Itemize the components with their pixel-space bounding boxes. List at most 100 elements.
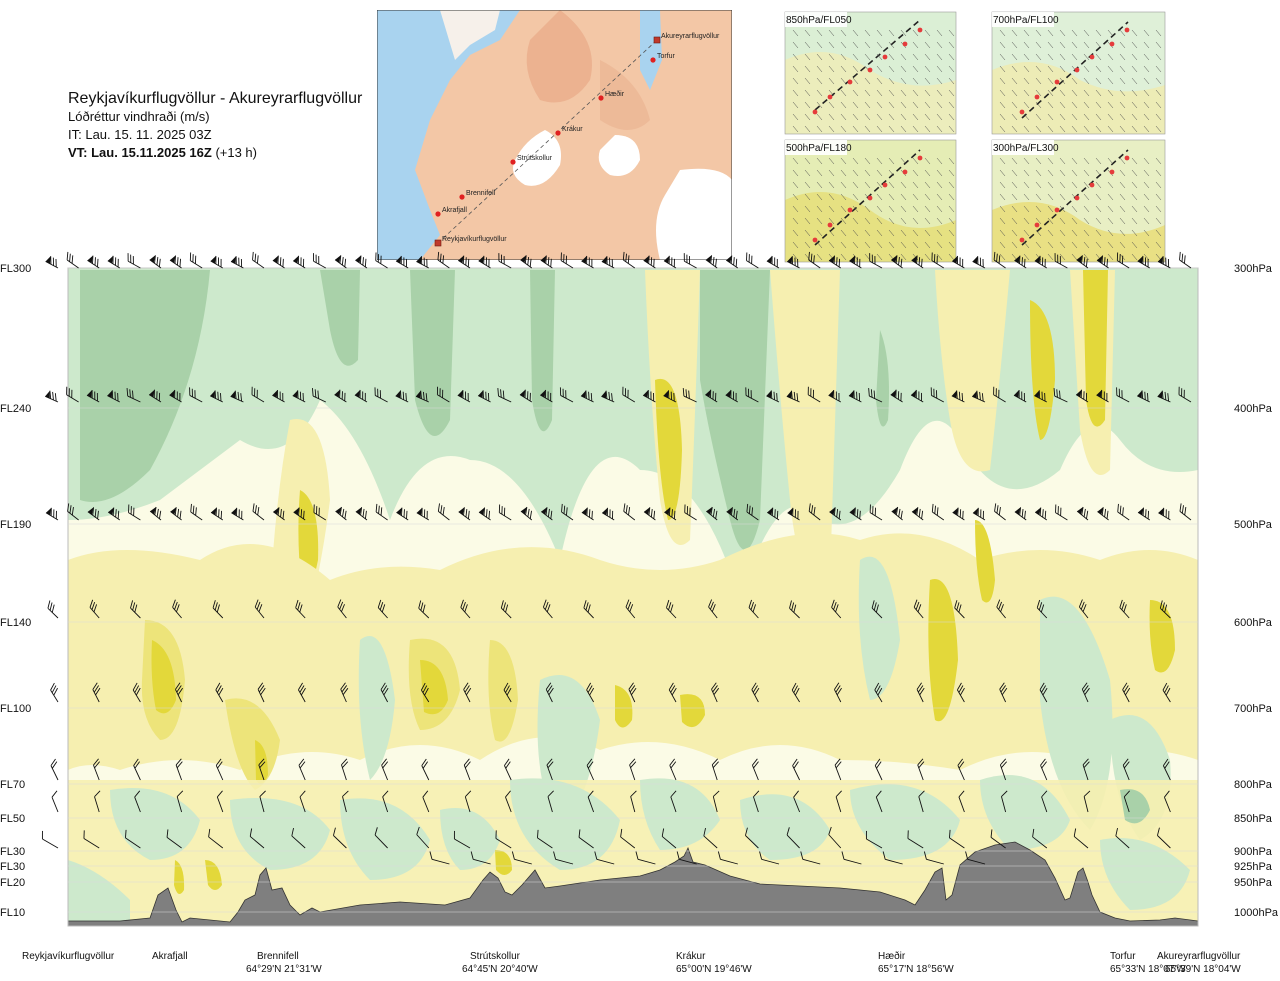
panel-barb: [924, 101, 931, 109]
wind-barb: [841, 851, 862, 865]
wind-barb: [628, 682, 637, 703]
wind-barb: [787, 507, 800, 521]
wind-barb: [341, 758, 349, 781]
wind-barb: [1034, 390, 1048, 403]
wind-barb: [918, 790, 925, 813]
wind-barb: [791, 682, 800, 703]
wind-barb: [86, 390, 100, 403]
panel-barb: [1083, 169, 1090, 177]
waypoint-axis: Reykjavíkurflugvöllur Akrafjall Brennifell…: [22, 950, 1241, 975]
panel-barb: [999, 169, 1006, 177]
panel-barb: [999, 77, 1006, 85]
panel-barb: [948, 113, 955, 121]
panel-barb: [948, 125, 955, 133]
wind-barb: [537, 829, 553, 849]
panel-barb: [876, 241, 883, 249]
waypoint-name: Akureyrarflugvöllur: [1157, 951, 1241, 962]
waypoint-marker: [435, 211, 441, 217]
panel-barb: [804, 113, 811, 121]
wind-barb: [293, 507, 306, 521]
panel-barb: [1083, 125, 1090, 133]
panel-barb: [1155, 65, 1162, 73]
panel-barb: [888, 53, 895, 61]
panel-barb: [900, 53, 907, 61]
wind-barb: [540, 507, 553, 521]
wind-barb: [643, 255, 656, 269]
panel-barb: [888, 169, 895, 177]
wind-barb: [215, 682, 224, 703]
waypoint-name: Brennifell: [257, 951, 299, 962]
wind-barb: [972, 256, 986, 269]
waypoint-name: Akrafjall: [152, 951, 188, 962]
wind-barb: [273, 507, 285, 521]
panel-barb: [948, 193, 955, 201]
panel-barb: [1119, 89, 1126, 97]
panel-route-dot: [847, 79, 853, 85]
panel-barb: [948, 253, 955, 261]
wind-barb: [477, 390, 491, 403]
panel-barb: [864, 29, 871, 37]
wind-barb: [149, 506, 162, 521]
panel-barb: [948, 157, 955, 165]
wind-barb: [66, 386, 79, 403]
wind-barb: [1179, 503, 1192, 521]
panel-barb: [1131, 89, 1138, 97]
panel-barb: [936, 29, 943, 37]
panel-barb: [1155, 29, 1162, 37]
panel-barb: [792, 253, 799, 261]
panel-barb: [876, 29, 883, 37]
panel-overlay: 850hPa/FL050 700hPa/FL100 500hPa/FL180 300h…: [784, 11, 1166, 263]
panel-barb: [804, 157, 811, 165]
panel-label-bg: [785, 140, 847, 155]
waypoint-marker: [555, 130, 561, 136]
chart-subtitle: Lóðréttur vindhraði (m/s): [68, 109, 210, 124]
panel-barb: [1047, 65, 1054, 73]
panel-barb: [864, 169, 871, 177]
panel-barb: [924, 41, 931, 49]
level-panel: 700hPa/FL100: [991, 11, 1166, 135]
panel-barb: [1095, 217, 1102, 225]
panel-barb: [1143, 101, 1150, 109]
wind-barb: [497, 388, 512, 403]
wind-barb: [808, 503, 821, 521]
wind-barb: [292, 255, 306, 269]
panel-barb: [840, 217, 847, 225]
panel-frame: [991, 11, 1166, 135]
flight-level-label: FL20: [0, 877, 25, 889]
map-place-label: Krákur: [562, 126, 583, 133]
panel-barb: [1095, 53, 1102, 61]
wind-barb: [834, 758, 842, 781]
panel-barb: [804, 169, 811, 177]
panel-route-dot: [1054, 79, 1060, 85]
wind-barb: [175, 682, 184, 703]
panel-barb: [936, 193, 943, 201]
panel-barb: [1011, 113, 1018, 121]
panel-barb: [1131, 205, 1138, 213]
wind-barb: [230, 256, 244, 269]
panel-barb: [936, 125, 943, 133]
panel-barb: [1071, 217, 1078, 225]
wind-barb: [333, 827, 347, 849]
wind-barb: [911, 507, 924, 521]
panel-barb: [999, 101, 1006, 109]
wind-barb: [957, 682, 965, 703]
panel-barb: [864, 217, 871, 225]
panel-barb: [1095, 113, 1102, 121]
panel-barb: [840, 53, 847, 61]
panel-route-dot: [812, 109, 818, 115]
wind-barb: [911, 255, 924, 269]
panel-barb: [1119, 241, 1126, 249]
wind-barb: [169, 255, 182, 269]
panel-barb: [792, 229, 799, 237]
panel-barb: [900, 113, 907, 121]
panel-barb: [1107, 205, 1114, 213]
panel-barb: [1107, 217, 1114, 225]
panel-barb: [936, 217, 943, 225]
panel-barb: [1071, 229, 1078, 237]
waypoint-marker: [459, 194, 465, 200]
panel-barb: [816, 169, 823, 177]
wind-barb: [910, 389, 924, 403]
wind-barb: [1179, 251, 1192, 269]
wind-barb: [437, 251, 450, 269]
